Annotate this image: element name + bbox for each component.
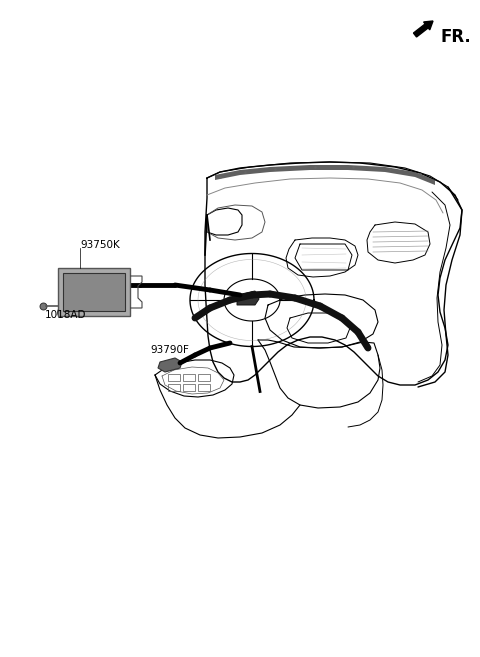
Bar <box>198 384 210 391</box>
Bar <box>63 273 125 311</box>
Bar <box>198 374 210 381</box>
FancyArrow shape <box>413 21 433 37</box>
Text: 93790F: 93790F <box>150 345 189 355</box>
Text: FR.: FR. <box>440 28 471 46</box>
Text: 93750K: 93750K <box>80 240 120 250</box>
Polygon shape <box>215 165 435 185</box>
Polygon shape <box>158 358 182 372</box>
Bar <box>168 384 180 391</box>
Bar <box>168 374 180 381</box>
Bar <box>183 384 195 391</box>
Polygon shape <box>237 291 259 305</box>
Polygon shape <box>58 268 130 316</box>
Text: 1018AD: 1018AD <box>45 310 86 320</box>
Bar <box>183 374 195 381</box>
